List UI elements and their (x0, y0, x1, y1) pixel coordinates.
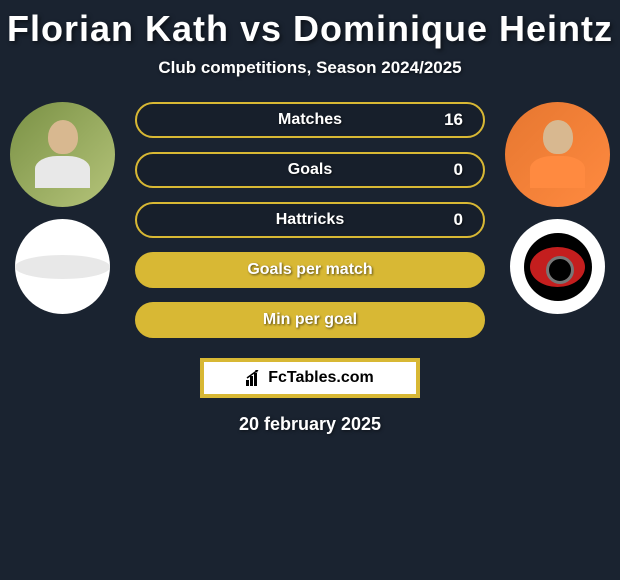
subtitle: Club competitions, Season 2024/2025 (0, 58, 620, 78)
player-2-avatar (505, 102, 610, 207)
player-2-column (505, 102, 610, 314)
player-1-club-badge (15, 219, 110, 314)
stat-row-goals: Goals 0 (135, 152, 485, 188)
stat-label: Goals (288, 161, 332, 179)
stat-value: 0 (454, 210, 463, 230)
stat-label: Goals per match (247, 261, 372, 279)
page-title: Florian Kath vs Dominique Heintz (0, 8, 620, 50)
player-1-column (10, 102, 115, 314)
stat-label: Min per goal (263, 311, 357, 329)
stat-value: 16 (444, 110, 463, 130)
stat-label: Hattricks (276, 211, 344, 229)
stat-row-goals-per-match: Goals per match (135, 252, 485, 288)
player-2-club-badge (510, 219, 605, 314)
stats-list: Matches 16 Goals 0 Hattricks 0 Goals per… (135, 102, 485, 338)
player-1-avatar (10, 102, 115, 207)
chart-bar-icon (246, 370, 264, 386)
stat-row-hattricks: Hattricks 0 (135, 202, 485, 238)
comparison-card: Florian Kath vs Dominique Heintz Club co… (0, 0, 620, 443)
stat-row-matches: Matches 16 (135, 102, 485, 138)
content-row: Matches 16 Goals 0 Hattricks 0 Goals per… (0, 102, 620, 338)
date-text: 20 february 2025 (0, 414, 620, 435)
stat-label: Matches (278, 111, 342, 129)
watermark-text: FcTables.com (268, 369, 374, 387)
player-silhouette-icon (528, 120, 588, 190)
fctables-watermark: FcTables.com (200, 358, 420, 398)
stat-row-min-per-goal: Min per goal (135, 302, 485, 338)
hurricane-logo-icon (530, 247, 585, 287)
player-silhouette-icon (33, 120, 93, 190)
stat-value: 0 (454, 160, 463, 180)
